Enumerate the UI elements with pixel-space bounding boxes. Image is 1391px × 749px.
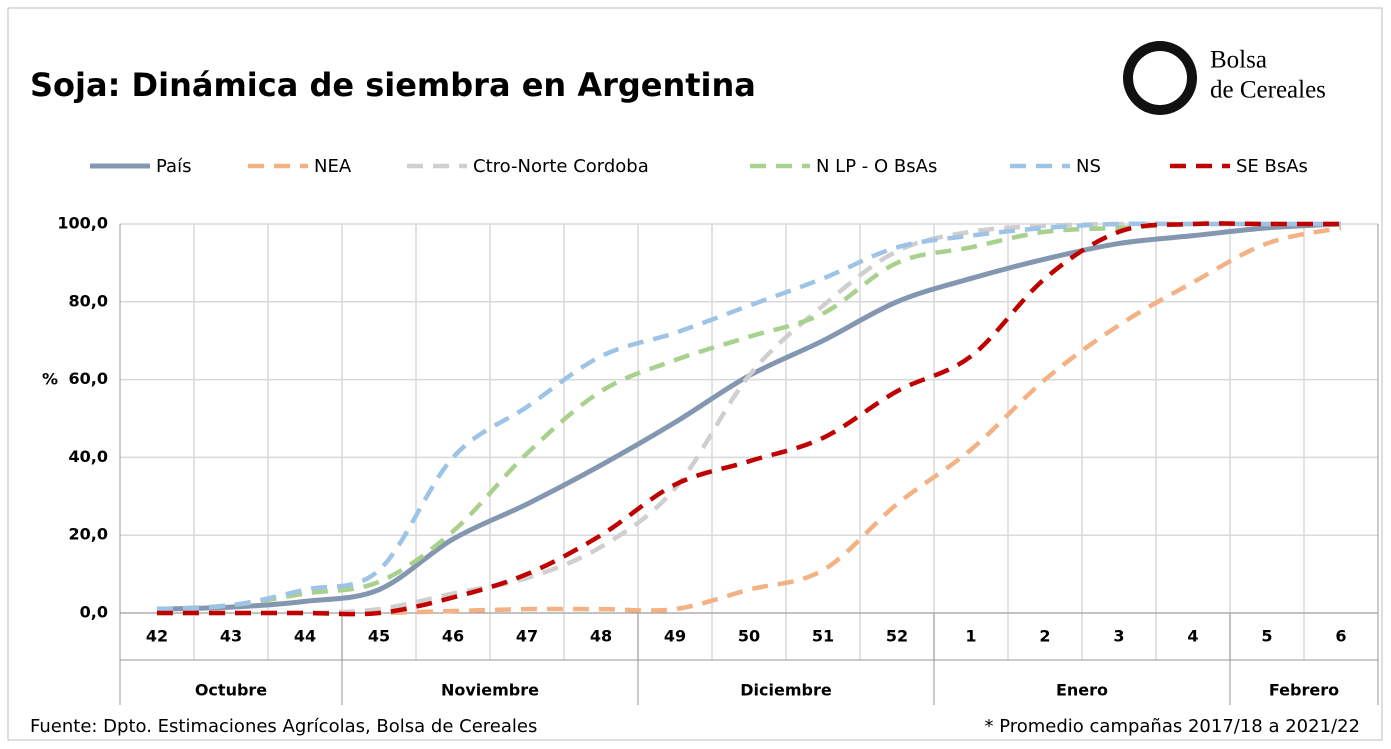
y-tick-label: 0,0 [80, 603, 108, 622]
x-tick-label: 46 [442, 627, 464, 646]
x-tick-label: 43 [220, 627, 242, 646]
x-tick-label: 5 [1261, 627, 1272, 646]
series-line [157, 221, 1341, 617]
series-line [156, 221, 1341, 612]
y-tick-label: 100,0 [57, 214, 108, 233]
source: Fuente: Dpto. Estimaciones Agrícolas, Bo… [30, 716, 537, 737]
x-tick-label: 50 [738, 627, 760, 646]
legend-label: NEA [314, 156, 352, 177]
series-line [156, 221, 1341, 612]
logo-text: Bolsa [1210, 47, 1267, 74]
logo-text: de Cereales [1210, 77, 1326, 104]
y-tick-label: 60,0 [69, 369, 108, 388]
x-tick-label: 6 [1335, 627, 1346, 646]
legend-label: País [156, 156, 191, 177]
y-tick-label: 80,0 [69, 291, 108, 310]
x-tick-label: 45 [368, 627, 390, 646]
y-axis-label: % [42, 370, 58, 389]
y-tick-label: 40,0 [69, 447, 108, 466]
x-group-label: Noviembre [441, 681, 539, 700]
frame [7, 7, 1383, 741]
chart-title: Soja: Dinámica de siembra en Argentina [30, 66, 756, 104]
x-tick-label: 48 [590, 627, 612, 646]
x-group-label: Enero [1056, 681, 1108, 700]
x-tick-label: 1 [965, 627, 976, 646]
y-tick-label: 20,0 [69, 525, 108, 544]
x-group-label: Febrero [1269, 681, 1339, 700]
legend-label: N LP - O BsAs [816, 156, 937, 177]
note: * Promedio campañas 2017/18 a 2021/22 [984, 716, 1360, 737]
x-tick-label: 3 [1113, 627, 1124, 646]
x-group-label: Octubre [195, 681, 267, 700]
legend-label: SE BsAs [1236, 156, 1308, 177]
series-line [157, 221, 1341, 616]
x-tick-label: 47 [516, 627, 538, 646]
logo: Bolsa de Cereales [1123, 41, 1326, 115]
x-tick-label: 49 [664, 627, 686, 646]
x-tick-label: 2 [1039, 627, 1050, 646]
x-tick-label: 4 [1187, 627, 1198, 646]
x-group-label: Diciembre [740, 681, 832, 700]
x-tick-label: 52 [886, 627, 908, 646]
x-tick-label: 42 [146, 627, 168, 646]
legend-label: NS [1076, 156, 1101, 177]
x-tick-label: 44 [294, 627, 316, 646]
x-tick-label: 51 [812, 627, 834, 646]
legend-label: Ctro-Norte Cordoba [473, 156, 649, 177]
logo-emblem-inner [1133, 51, 1187, 105]
